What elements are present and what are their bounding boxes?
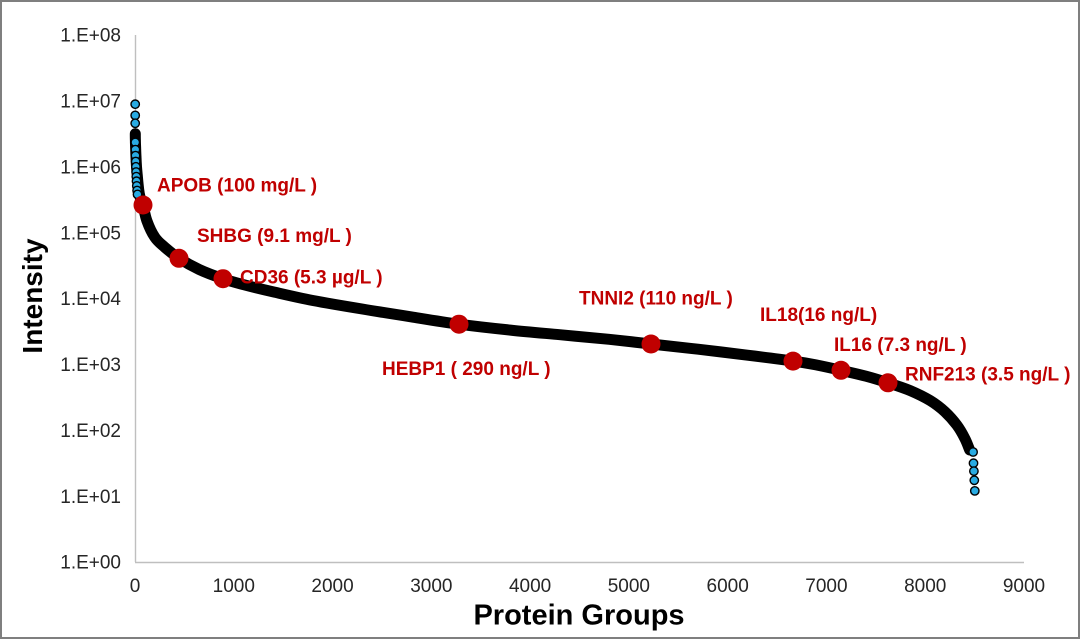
extreme-points [130,99,980,496]
x-axis-tick-labels: 0 1000 2000 3000 4000 5000 6000 7000 8000 9000 [130,576,1045,597]
x-tick-label: 1000 [213,576,255,597]
y-axis-title: Intensity [17,238,48,354]
y-tick-label: 1.E+02 [60,421,121,442]
bottom-extreme-point [968,458,979,469]
annotation-cd36: CD36 (5.3 µg/L ) [240,267,383,288]
x-tick-label: 9000 [1003,576,1045,597]
bottom-extreme-point [969,485,980,496]
marker-hebp1 [449,314,469,334]
bottom-extreme-point [968,447,978,457]
y-axis-tick-labels: 1.E+00 1.E+01 1.E+02 1.E+03 1.E+04 1.E+05 1.E+… [60,26,121,574]
marker-tnni2 [641,334,661,354]
x-tick-label: 2000 [311,576,353,597]
y-tick-label: 1.E+05 [60,223,121,244]
y-tick-label: 1.E+04 [60,289,121,310]
y-tick-label: 1.E+03 [60,355,121,376]
protein-annotations: APOB (100 mg/L ) SHBG (9.1 mg/L ) CD36 (5.… [157,176,1070,386]
annotation-tnni2: TNNI2 (110 ng/L ) [579,289,733,310]
x-tick-label: 8000 [904,576,946,597]
y-tick-label: 1.E+00 [60,553,121,574]
marker-rnf213 [878,373,898,393]
x-axis-title: Protein Groups [473,599,685,632]
marker-il18 [783,351,803,371]
x-tick-label: 3000 [410,576,452,597]
top-extreme-point [130,99,141,110]
x-tick-label: 0 [130,576,141,597]
protein-markers [133,195,898,393]
x-tick-label: 7000 [805,576,847,597]
annotation-shbg: SHBG (9.1 mg/L ) [197,226,352,247]
annotation-il18: IL18(16 ng/L) [760,305,877,326]
marker-shbg [169,248,189,268]
y-tick-label: 1.E+01 [60,487,121,508]
y-tick-label: 1.E+08 [60,26,121,47]
marker-cd36 [213,269,233,289]
annotation-hebp1: HEBP1 ( 290 ng/L ) [382,359,551,380]
annotation-rnf213: RNF213 (3.5 ng/L ) [905,364,1070,385]
annotation-apob: APOB (100 mg/L ) [157,176,317,197]
top-extreme-point [130,118,141,129]
marker-apob [133,195,153,215]
x-tick-label: 6000 [707,576,749,597]
y-tick-label: 1.E+06 [60,157,121,178]
y-tick-label: 1.E+07 [60,92,121,113]
annotation-il16: IL16 (7.3 ng/L ) [834,335,967,356]
top-extreme-point [130,110,141,121]
x-tick-label: 4000 [509,576,551,597]
bottom-extreme-point [969,475,980,486]
x-tick-label: 5000 [608,576,650,597]
marker-il16 [831,360,851,380]
bottom-extreme-point [969,466,979,476]
